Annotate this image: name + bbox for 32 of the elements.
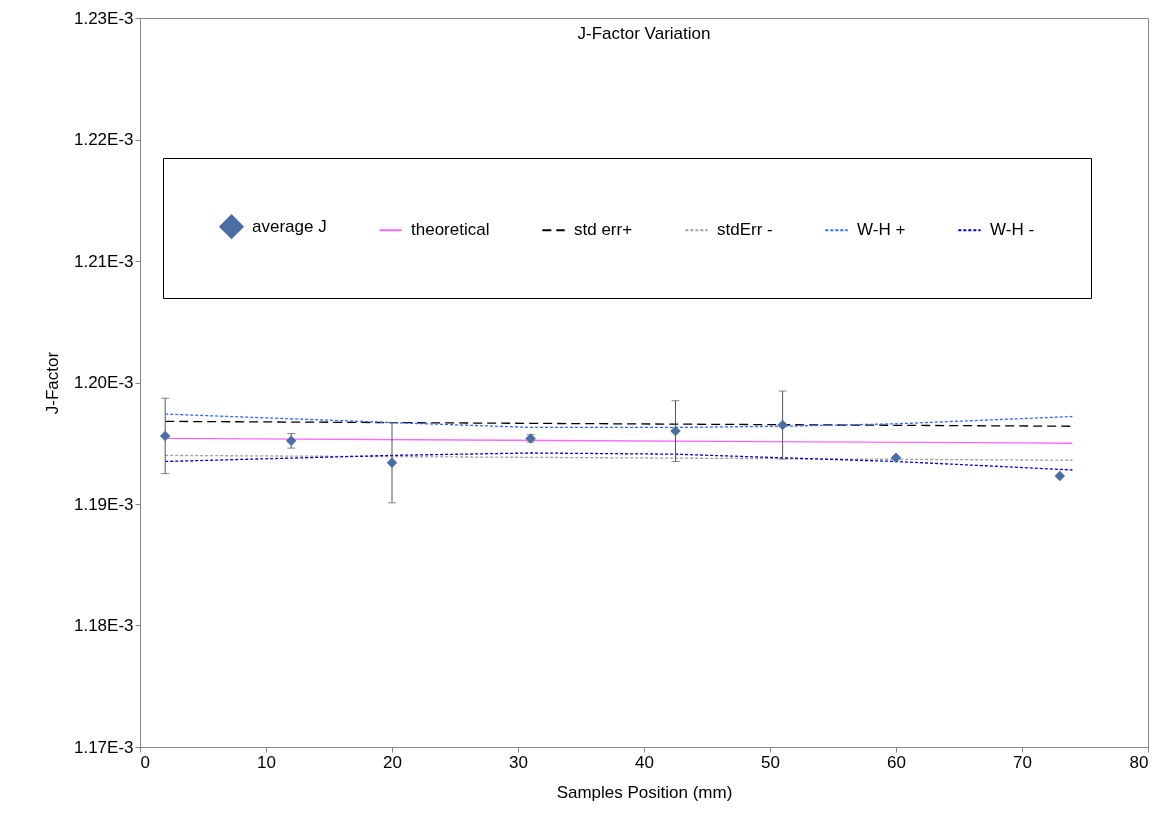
legend-label: stdErr -: [717, 220, 773, 240]
legend-label: std err+: [574, 220, 633, 240]
x-tick-label: 40: [635, 752, 654, 772]
y-tick-label: 1.19E-3: [73, 494, 134, 514]
x-tick-label: 70: [1013, 752, 1032, 772]
point: [670, 425, 681, 437]
y-tick-label: 1.17E-3: [73, 737, 134, 757]
x-tick-label: 30: [509, 752, 528, 772]
y-tick-label: 1.20E-3: [73, 373, 134, 392]
chart-title: J-Factor Variation: [577, 24, 711, 43]
x-tick-label: 80: [1129, 752, 1149, 772]
point: [890, 452, 902, 464]
x-tick-label: 50: [761, 752, 780, 772]
point: [1054, 470, 1066, 482]
x-tick-label: 20: [383, 752, 402, 772]
y-tick-label: 1.23E-3: [73, 8, 134, 28]
point: [777, 419, 788, 431]
legend-label: W-H +: [857, 220, 906, 240]
y-tick-label: 1.18E-3: [73, 616, 134, 635]
legend-label: average J: [252, 216, 327, 236]
x-axis-title: Samples Position (mm): [556, 782, 733, 802]
x-tick-label: 10: [257, 752, 276, 772]
point: [159, 430, 171, 442]
x-tick-label: 60: [887, 752, 906, 772]
y-tick-label: 1.21E-3: [73, 251, 134, 271]
x-tick-label: 0: [140, 752, 150, 772]
y-tick-label: 1.22E-3: [73, 130, 134, 149]
y-axis-title: J-Factor: [42, 351, 62, 415]
legend-label: W-H -: [990, 220, 1035, 240]
point: [386, 457, 398, 468]
line-series: [164, 452, 1074, 471]
legend-label: theoretical: [411, 220, 490, 240]
